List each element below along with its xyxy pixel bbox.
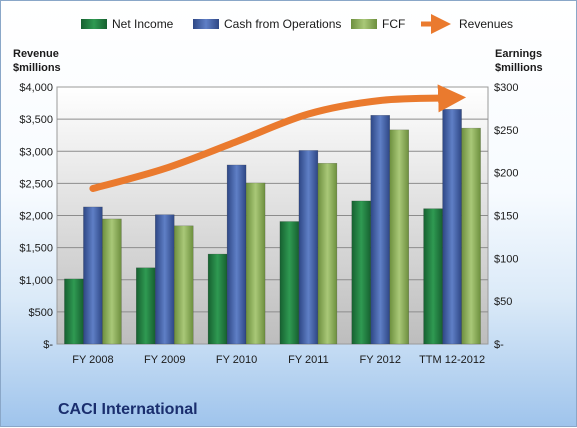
- x-tick-label: FY 2008: [72, 354, 113, 366]
- legend-swatch-cash-from-operations: [193, 19, 219, 29]
- x-tick-label: FY 2010: [216, 354, 257, 366]
- left-tick-label: $4,000: [19, 82, 53, 94]
- legend-label-revenues: Revenues: [459, 17, 513, 31]
- x-tick-label: FY 2012: [360, 354, 401, 366]
- bar-fcf: [246, 183, 265, 344]
- bar-fcf: [462, 128, 481, 344]
- right-tick-label: $200: [494, 168, 518, 180]
- bar-net-income: [352, 201, 371, 344]
- right-axis-ticks: $- $50 $100 $150 $200 $250 $300: [494, 82, 518, 351]
- left-axis-title-line2: $millions: [13, 62, 61, 74]
- right-tick-label: $100: [494, 253, 518, 265]
- bar-net-income: [64, 279, 83, 344]
- legend-label-cash-from-operations: Cash from Operations: [224, 17, 341, 31]
- left-tick-label: $2,000: [19, 211, 53, 223]
- bar-fcf: [390, 130, 409, 344]
- right-tick-label: $-: [494, 339, 504, 351]
- right-tick-label: $250: [494, 125, 518, 137]
- bar-cash-from-operations: [299, 150, 318, 344]
- bar-cash-from-operations: [83, 207, 102, 344]
- chart-legend: Net Income Cash from Operations FCF Reve…: [81, 17, 513, 31]
- x-tick-label: FY 2009: [144, 354, 185, 366]
- left-tick-label: $3,500: [19, 114, 53, 126]
- left-tick-label: $500: [29, 307, 53, 319]
- bar-fcf: [102, 219, 121, 344]
- right-axis-title-line2: $millions: [495, 62, 543, 74]
- bar-net-income: [424, 209, 443, 344]
- left-tick-label: $1,000: [19, 275, 53, 287]
- bar-cash-from-operations: [443, 109, 462, 344]
- bar-net-income: [208, 254, 227, 344]
- left-axis-ticks: $- $500 $1,000 $1,500 $2,000 $2,500 $3,000 $3,5…: [19, 82, 53, 351]
- bar-fcf: [174, 226, 193, 344]
- x-axis-ticks: FY 2008 FY 2009 FY 2010 FY 2011 FY 2012 TTM 1…: [72, 354, 485, 366]
- company-name: CACI International: [58, 401, 198, 418]
- bar-fcf: [318, 163, 337, 344]
- x-tick-label: FY 2011: [288, 354, 329, 366]
- bar-cash-from-operations: [371, 115, 390, 344]
- bar-cash-from-operations: [227, 165, 246, 344]
- right-tick-label: $150: [494, 211, 518, 223]
- right-tick-label: $50: [494, 296, 512, 308]
- legend-label-net-income: Net Income: [112, 17, 174, 31]
- bar-net-income: [280, 221, 299, 344]
- legend-swatch-fcf: [351, 19, 377, 29]
- legend-label-fcf: FCF: [382, 17, 405, 31]
- legend-swatch-net-income: [81, 19, 107, 29]
- x-tick-label: TTM 12-2012: [419, 354, 485, 366]
- left-tick-label: $2,500: [19, 178, 53, 190]
- left-tick-label: $1,500: [19, 243, 53, 255]
- right-tick-label: $300: [494, 82, 518, 94]
- right-axis-title-line1: Earnings: [495, 48, 542, 60]
- bar-net-income: [136, 268, 155, 344]
- left-axis-title-line1: Revenue: [13, 48, 59, 60]
- left-tick-label: $3,000: [19, 146, 53, 158]
- left-tick-label: $-: [43, 339, 53, 351]
- bar-cash-from-operations: [155, 215, 174, 344]
